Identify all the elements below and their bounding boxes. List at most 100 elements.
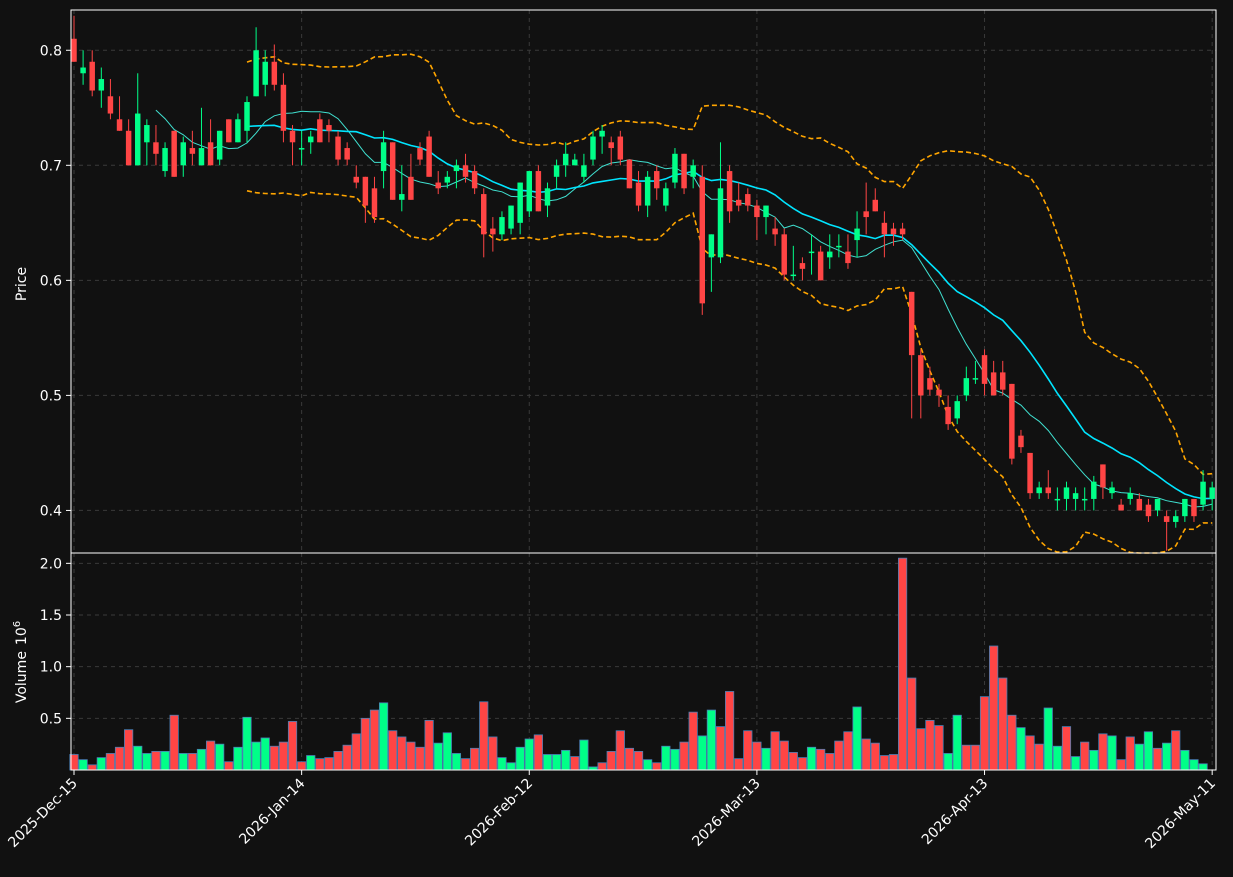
candle [298,130,305,166]
candle-body [490,228,496,235]
candle-body [289,130,296,143]
candle-body [89,61,95,91]
candle-body [1063,487,1070,499]
volume-bar [169,714,179,771]
candle-body [417,148,423,160]
candle [908,291,915,419]
volume-bar [551,754,562,771]
candle-body [790,274,797,277]
candle-body [990,372,997,396]
candle-body [553,165,560,177]
candle [644,171,651,218]
candle-body [745,194,751,206]
candle-body [672,153,678,183]
candle-body [1018,435,1024,448]
candle-body [881,222,888,235]
candle [1063,481,1070,511]
candle [635,171,642,212]
volume-bar [706,709,716,771]
candle [799,257,806,281]
volume-bar [451,753,462,771]
volume-bar [1098,733,1108,771]
volume-bar [652,762,662,771]
candle-body [435,182,441,189]
candle-body [298,148,305,150]
candle-body [262,61,268,85]
volume-tick-label: 0.5 [40,711,62,727]
candle [207,119,214,166]
volume-bar [1071,756,1081,771]
candle-body [663,188,669,206]
candle [417,142,423,166]
candle [626,159,633,189]
candle [253,27,259,97]
candle [1209,481,1215,511]
volume-bar [679,741,689,771]
volume-bar [1162,742,1172,771]
candle [690,159,696,189]
candle-body [1000,372,1006,390]
candle-body [80,67,86,74]
candles [71,15,1215,551]
candle-body [253,50,259,97]
candle [1191,498,1197,522]
candle [235,113,241,143]
candle [717,142,724,264]
candle [353,165,359,189]
candle [1000,360,1006,396]
candle-body [827,251,833,258]
candle [617,130,624,166]
candle-body [198,148,205,166]
candle [681,153,687,195]
candle [162,142,168,177]
candle [572,153,578,166]
price-y-ticks: 0.4 0.5 0.6 0.7 0.8 [40,43,71,519]
candle-body [1009,383,1015,459]
candle [80,50,86,85]
volume-bar [142,753,152,771]
volume-bar [324,757,334,771]
volume-bar [825,753,835,771]
volume-bar [1007,714,1017,771]
candle [471,165,478,195]
volume-bar [1189,759,1199,771]
volume-bar [770,731,780,771]
candle-body [535,171,542,212]
candle-body [1182,498,1188,517]
upper-band-line [246,53,1213,476]
candle [453,159,460,189]
candle [371,176,378,223]
volume-bar [606,751,616,771]
candle-body [735,199,742,206]
candle [854,211,860,258]
candle-body [380,142,387,172]
volume-bar [488,736,498,771]
volume-panel-frame [70,552,1217,771]
candle-body [599,130,605,137]
candle [562,142,569,177]
candle [344,142,350,166]
candle-body [899,228,906,235]
candle [735,182,742,212]
candle-body [772,228,778,235]
candle [936,383,942,407]
candle-body [426,136,432,177]
candle [1100,464,1106,499]
candle [963,366,970,402]
volume-bar [1198,763,1208,771]
candle [399,165,405,212]
candle-body [226,119,232,143]
candle [1081,487,1088,511]
volume-bar [1152,747,1163,771]
volume-y-ticks: 0.5 1.0 1.5 2.0 [40,556,71,727]
volume-bar [989,645,999,771]
volume-bar [1043,707,1053,771]
candle-body [726,171,733,212]
candle [863,182,869,235]
candle-body [845,251,851,264]
price-tick-label: 0.5 [40,388,62,404]
volume-bar [224,761,234,771]
volume-bar [970,744,981,771]
candle-body [754,205,760,218]
candle [1173,510,1179,528]
